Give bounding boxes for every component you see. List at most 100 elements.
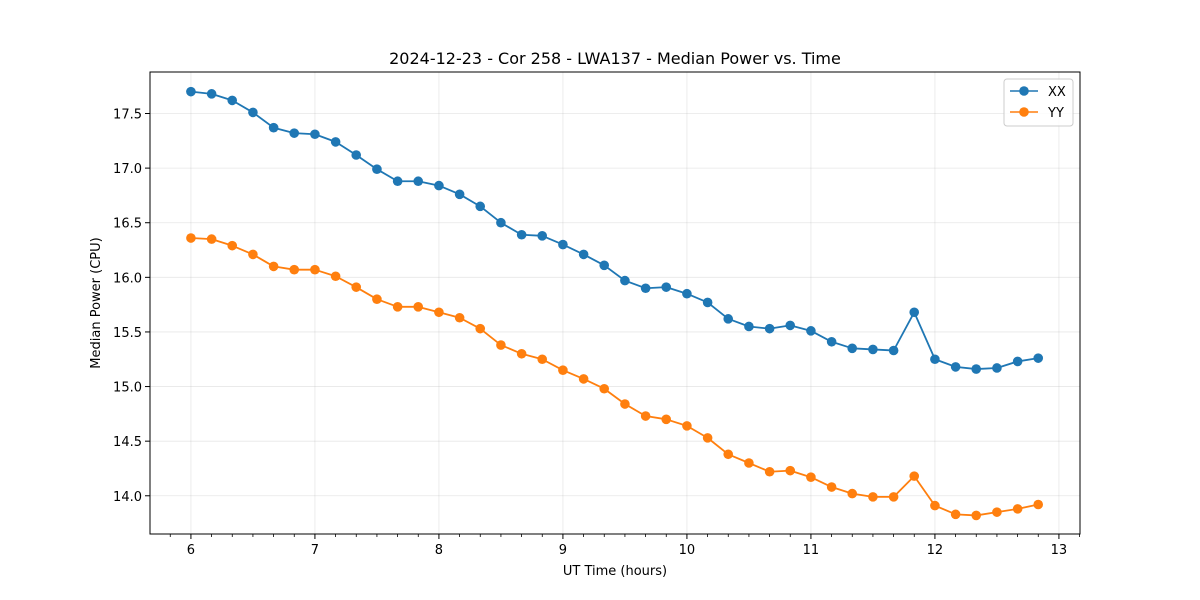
plot-frame	[149, 71, 1081, 535]
series-yy-point	[392, 302, 403, 312]
series-yy-point	[682, 421, 692, 431]
series-yy-point	[186, 233, 196, 243]
series-yy-point	[702, 433, 713, 443]
series-yy-point	[620, 399, 630, 409]
x-tick-label: 9	[559, 543, 567, 558]
series-xx-point	[868, 344, 878, 355]
series-xx-point	[248, 107, 258, 118]
series-yy-point	[496, 340, 506, 350]
series-xx-point	[496, 217, 506, 228]
series-xx-point	[206, 89, 217, 99]
legend-yy-marker	[1019, 107, 1029, 117]
x-tick-label: 11	[803, 543, 820, 558]
series-yy-point	[372, 294, 382, 304]
series-yy-point	[930, 500, 940, 511]
series-xx-point	[930, 354, 940, 365]
series-xx-point	[620, 275, 630, 286]
series-yy-point	[516, 348, 527, 359]
series-yy-point	[640, 411, 651, 421]
series-yy-point	[578, 374, 589, 384]
legend-yy-label: YY	[1047, 106, 1064, 121]
series-yy-point	[330, 271, 341, 282]
series-xx-point	[1012, 356, 1023, 367]
series-xx-point	[227, 95, 238, 106]
series-yy-point	[888, 492, 899, 502]
series-xx-point	[330, 137, 341, 147]
series-xx-point	[971, 364, 982, 374]
series-yy-point	[826, 482, 837, 492]
series-yy-point	[475, 323, 486, 334]
y-tick-label: 15.0	[113, 381, 142, 396]
x-tick-label: 7	[311, 543, 319, 558]
series-yy-point	[723, 449, 734, 460]
series-xx-point	[806, 326, 816, 336]
series-yy-point	[558, 365, 568, 375]
series-xx-point	[537, 231, 548, 241]
series-xx-point	[661, 282, 672, 292]
series-xx-point	[785, 320, 796, 331]
series-xx-point	[186, 86, 196, 97]
series-yy-point	[289, 264, 300, 275]
series-xx-point	[372, 164, 382, 175]
series-xx-point	[351, 150, 362, 160]
series-xx-point	[475, 201, 486, 212]
series-xx-point	[950, 362, 961, 372]
series-xx-point	[640, 283, 651, 294]
series-xx-point	[1033, 353, 1044, 363]
series-xx-point	[434, 180, 444, 191]
series-yy-point	[785, 465, 796, 476]
y-tick-label: 14.5	[113, 435, 142, 450]
series-yy-point	[971, 510, 982, 521]
axes-layer: 6 7 8 9 10 11 12 13 14.0 14.5 15.0 15.5 16.0 16.5 17.0…	[113, 108, 1080, 558]
series-yy-point	[434, 307, 444, 318]
series-xx-point	[764, 323, 775, 334]
series-xx-point	[578, 249, 589, 260]
series-xx-point	[826, 336, 837, 347]
legend-xx-marker	[1019, 86, 1029, 96]
series-yy-point	[537, 354, 548, 365]
series-xx-point	[744, 321, 754, 332]
series-yy-point	[206, 234, 217, 244]
y-tick-label: 16.5	[113, 217, 142, 232]
x-tick-label: 12	[927, 543, 944, 558]
series-xx-point	[992, 363, 1002, 373]
series-yy-point	[248, 249, 258, 260]
series-yy-point	[351, 282, 362, 292]
x-tick-label: 13	[1051, 543, 1068, 558]
series-xx-point	[599, 260, 610, 271]
y-tick-label: 17.0	[113, 162, 142, 177]
series-yy-point	[599, 383, 610, 394]
series-yy-point	[744, 458, 754, 468]
x-tick-label: 10	[679, 543, 696, 558]
series-yy-point	[950, 509, 961, 520]
series-yy-point	[847, 488, 858, 499]
y-axis-label: Median Power (CPU)	[89, 237, 104, 368]
series-xx-point	[909, 307, 920, 318]
x-tick-label: 6	[187, 543, 195, 558]
series-yy-point	[268, 261, 279, 272]
series-xx-point	[268, 122, 279, 133]
y-tick-label: 15.5	[113, 326, 142, 341]
series-yy-point	[310, 264, 320, 275]
series-xx-point	[392, 176, 403, 187]
series-yy-point	[227, 240, 238, 251]
y-tick-label: 17.5	[113, 108, 142, 123]
x-tick-label: 8	[435, 543, 443, 558]
x-axis-label: UT Time (hours)	[563, 564, 667, 579]
series-yy-point	[806, 472, 816, 483]
series-xx-point	[516, 229, 527, 240]
series-yy-point	[764, 466, 775, 477]
series-yy-point	[454, 312, 465, 323]
legend-xx-label: XX	[1048, 85, 1066, 100]
chart-title: 2024-12-23 - Cor 258 - LWA137 - Median P…	[389, 49, 841, 68]
series-yy-point	[1012, 504, 1023, 514]
y-tick-label: 14.0	[113, 490, 142, 505]
series-layer	[186, 86, 1044, 521]
series-xx-point	[289, 128, 300, 138]
series-xx-point	[723, 314, 734, 324]
series-yy-point	[413, 302, 424, 312]
series-xx-point	[454, 189, 465, 200]
series-yy-point	[909, 471, 920, 481]
